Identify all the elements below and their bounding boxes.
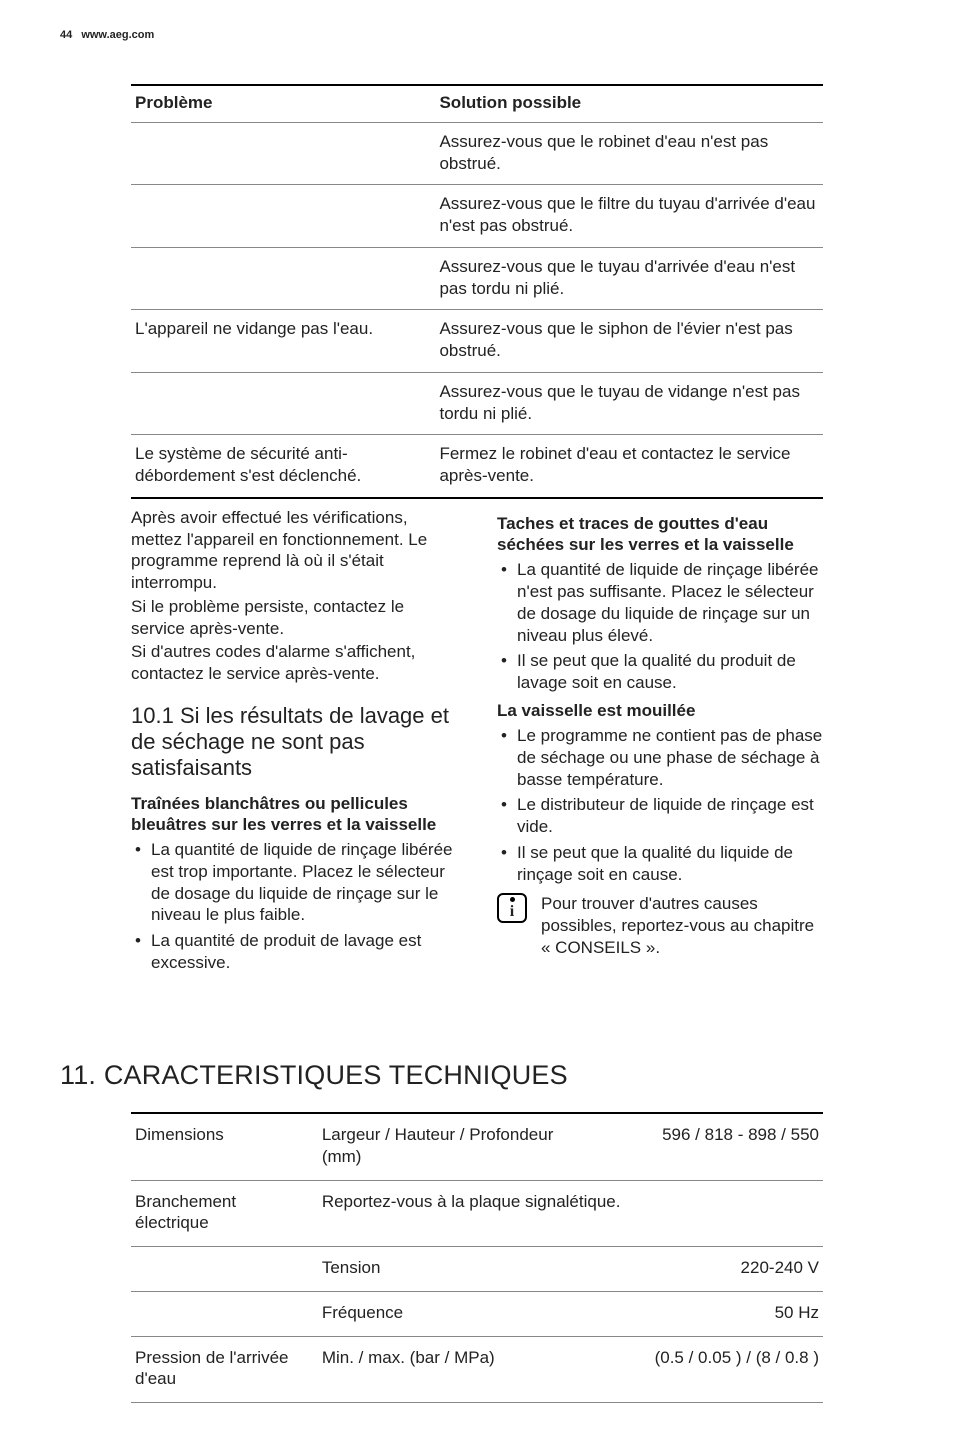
list-item: La quantité de produit de lavage est exc… (131, 930, 457, 974)
cell-solution: Assurez-vous que le robinet d'eau n'est … (435, 122, 823, 185)
heading-11: 11. CARACTERISTIQUES TECHNIQUES (60, 1058, 894, 1093)
subheading-trainées: Traînées blanchâtres ou pellicules bleuâ… (131, 793, 457, 836)
spec-desc: Fréquence (318, 1291, 595, 1336)
right-column: Taches et traces de gouttes d'eau séchée… (497, 507, 823, 978)
spec-table: Dimensions Largeur / Hauteur / Profondeu… (131, 1112, 823, 1403)
table-row: Fréquence 50 Hz (131, 1291, 823, 1336)
after-check-p3: Si d'autres codes d'alarme s'affichent, … (131, 641, 457, 685)
heading-number: 10.1 (131, 703, 174, 728)
page-number: 44 (60, 29, 72, 41)
heading-10-1: 10.1 Si les résultats de lavage et de sé… (131, 703, 457, 781)
cell-problem (131, 372, 435, 435)
table-row: Le système de sécurité anti-débordement … (131, 435, 823, 498)
info-note: i Pour trouver d'autres causes possibles… (497, 893, 823, 958)
info-icon: i (497, 893, 527, 923)
cell-problem: L'appareil ne vidange pas l'eau. (131, 310, 435, 373)
list-item: Le programme ne contient pas de phase de… (497, 725, 823, 790)
spec-desc: Tension (318, 1247, 595, 1292)
spec-label: Branchement électrique (131, 1180, 318, 1247)
spec-value: (0.5 / 0.05 ) / (8 / 0.8 ) (595, 1336, 823, 1403)
list-item: La quantité de liquide de rinçage libéré… (497, 559, 823, 646)
cell-solution: Fermez le robinet d'eau et contactez le … (435, 435, 823, 498)
spec-label (131, 1247, 318, 1292)
table-row: Tension 220-240 V (131, 1247, 823, 1292)
cell-solution: Assurez-vous que le filtre du tuyau d'ar… (435, 185, 823, 248)
list-item: Il se peut que la qualité du liquide de … (497, 842, 823, 886)
cell-solution: Assurez-vous que le siphon de l'évier n'… (435, 310, 823, 373)
spec-value: 50 Hz (595, 1291, 823, 1336)
cell-solution: Assurez-vous que le tuyau de vidange n'e… (435, 372, 823, 435)
heading-number: 11. (60, 1060, 96, 1090)
spec-desc: Largeur / Hauteur / Profondeur (mm) (318, 1113, 595, 1180)
table-row: Assurez-vous que le tuyau de vidange n'e… (131, 372, 823, 435)
site-url: www.aeg.com (81, 29, 154, 41)
spec-desc: Reportez-vous à la plaque signalétique. (318, 1180, 823, 1247)
list-item: Il se peut que la qualité du produit de … (497, 650, 823, 694)
table-row: Pression de l'arrivée d'eau Min. / max. … (131, 1336, 823, 1403)
list-item: La quantité de liquide de rinçage libéré… (131, 839, 457, 926)
cell-problem (131, 122, 435, 185)
bullet-list-a: La quantité de liquide de rinçage libéré… (131, 839, 457, 974)
spec-label: Pression de l'arrivée d'eau (131, 1336, 318, 1403)
th-problem: Problème (131, 85, 435, 122)
bullet-list-b: La quantité de liquide de rinçage libéré… (497, 559, 823, 694)
table-row: Assurez-vous que le robinet d'eau n'est … (131, 122, 823, 185)
spec-label: Dimensions (131, 1113, 318, 1180)
subheading-taches: Taches et traces de gouttes d'eau séchée… (497, 513, 823, 556)
heading-text: Si les résultats de lavage et de séchage… (131, 703, 449, 780)
cell-problem (131, 247, 435, 310)
bullet-list-c: Le programme ne contient pas de phase de… (497, 725, 823, 885)
spec-value: 596 / 818 - 898 / 550 (595, 1113, 823, 1180)
page-header: 44 www.aeg.com (60, 28, 894, 42)
subheading-mouillée: La vaisselle est mouillée (497, 700, 823, 721)
cell-problem (131, 185, 435, 248)
after-check-p2: Si le problème persiste, contactez le se… (131, 596, 457, 640)
heading-text: CARACTERISTIQUES TECHNIQUES (104, 1060, 568, 1090)
spec-value: 220-240 V (595, 1247, 823, 1292)
table-row: Dimensions Largeur / Hauteur / Profondeu… (131, 1113, 823, 1180)
spec-desc: Min. / max. (bar / MPa) (318, 1336, 595, 1403)
cell-solution: Assurez-vous que le tuyau d'arrivée d'ea… (435, 247, 823, 310)
after-check-p1: Après avoir effectué les vérifications, … (131, 507, 457, 594)
table-row: L'appareil ne vidange pas l'eau. Assurez… (131, 310, 823, 373)
table-row: Branchement électrique Reportez-vous à l… (131, 1180, 823, 1247)
table-row: Assurez-vous que le filtre du tuyau d'ar… (131, 185, 823, 248)
spec-label (131, 1291, 318, 1336)
cell-problem: Le système de sécurité anti-débordement … (131, 435, 435, 498)
info-text: Pour trouver d'autres causes possibles, … (541, 893, 823, 958)
left-column: Après avoir effectué les vérifications, … (131, 507, 457, 978)
troubleshooting-table: Problème Solution possible Assurez-vous … (131, 84, 823, 499)
table-row: Assurez-vous que le tuyau d'arrivée d'ea… (131, 247, 823, 310)
th-solution: Solution possible (435, 85, 823, 122)
list-item: Le distributeur de liquide de rinçage es… (497, 794, 823, 838)
two-column-body: Après avoir effectué les vérifications, … (131, 507, 823, 978)
